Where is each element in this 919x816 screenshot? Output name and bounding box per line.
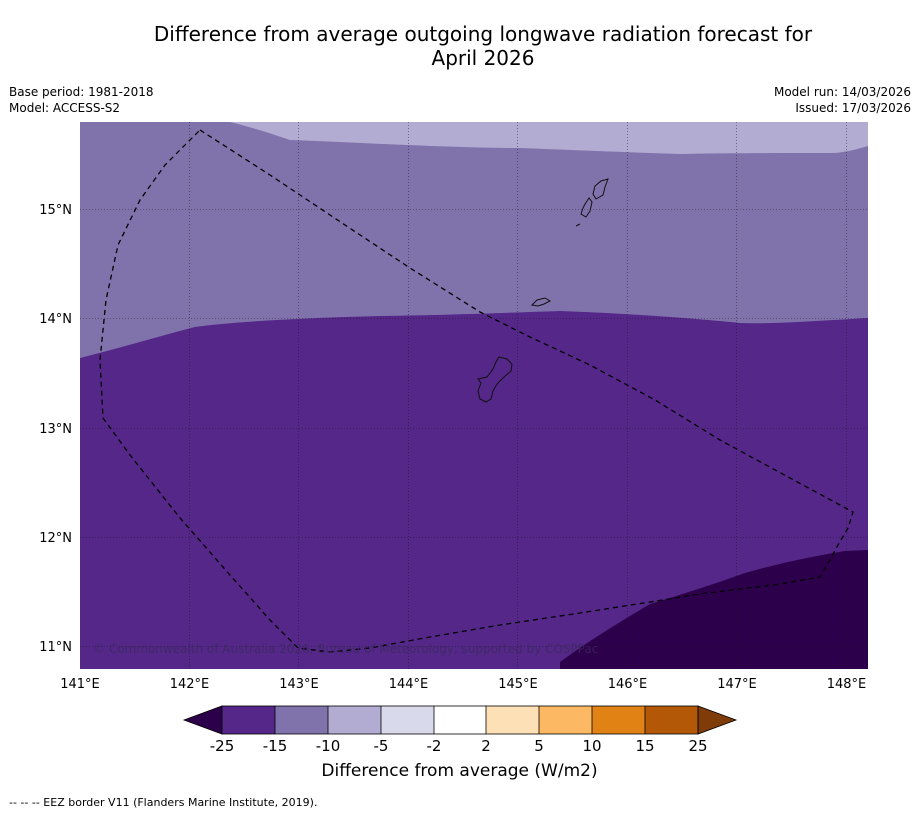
colorbar-bin-9: [645, 706, 698, 734]
colorbar-bin-7: [539, 706, 592, 734]
issued-date: Issued: 17/03/2026: [795, 101, 911, 115]
islands: [477, 178, 609, 403]
map-plot-area: © Commonwealth of Australia 2026, Bureau…: [80, 122, 868, 669]
cbar-tick-3: -5: [374, 737, 389, 755]
island-aguijan: [575, 223, 581, 227]
cbar-tick-9: 25: [688, 737, 707, 755]
cbar-tick-5: 2: [481, 737, 491, 755]
model-name: Model: ACCESS-S2: [9, 101, 121, 115]
colorbar-frame: [221, 705, 699, 735]
colorbar-bin-4: [381, 706, 434, 734]
lat-tick-12: 12°N: [39, 531, 72, 546]
chart-title: Difference from average outgoing longwav…: [0, 22, 919, 70]
colorbar-extend-high: [697, 705, 738, 735]
lon-tick-145: 145°E: [498, 677, 538, 692]
colorbar-extend-low: [182, 705, 223, 735]
meta-left: Base period: 1981-2018 Model: ACCESS-S2: [9, 84, 154, 116]
lat-tick-13: 13°N: [39, 422, 72, 437]
colorbar: -25 -15 -10 -5 -2 2 5 10 15 25: [182, 705, 738, 755]
cbar-tick-2: -10: [316, 737, 341, 755]
island-guam: [477, 356, 513, 403]
lon-tick-141: 141°E: [60, 677, 100, 692]
graticule: [80, 122, 868, 669]
cbar-tick-8: 15: [635, 737, 654, 755]
cbar-tick-6: 5: [534, 737, 544, 755]
cbar-tick-7: 10: [582, 737, 601, 755]
lat-tick-14: 14°N: [39, 312, 72, 327]
model-run: Model run: 14/03/2026: [773, 85, 911, 99]
lon-tick-148: 148°E: [827, 677, 867, 692]
cbar-tick-1: -15: [263, 737, 288, 755]
island-tinian: [580, 197, 593, 218]
lon-tick-144: 144°E: [389, 677, 429, 692]
lon-tick-142: 142°E: [170, 677, 210, 692]
cbar-tick-0: -25: [210, 737, 235, 755]
copyright-notice: © Commonwealth of Australia 2026, Bureau…: [93, 642, 598, 656]
colorbar-bin-6: [486, 706, 539, 734]
lon-tick-143: 143°E: [279, 677, 319, 692]
colorbar-bin-2: [275, 706, 328, 734]
title-line-2: April 2026: [431, 46, 535, 70]
island-saipan: [592, 178, 609, 200]
title-line-1: Difference from average outgoing longwav…: [153, 22, 813, 46]
anomaly-band-weak-negative: [230, 122, 868, 154]
meta-right: Model run: 14/03/2026 Issued: 17/03/2026: [774, 84, 911, 116]
lat-tick-15: 15°N: [39, 203, 72, 218]
anomaly-band-moderate-negative: [80, 122, 868, 358]
colorbar-bin-1: [222, 706, 275, 734]
longitude-labels: 141°E 142°E 143°E 144°E 145°E 146°E 147°…: [60, 677, 866, 692]
colorbar-label: Difference from average (W/m2): [321, 761, 598, 781]
lat-tick-11: 11°N: [39, 640, 72, 655]
colorbar-ticks: -25 -15 -10 -5 -2 2 5 10 15 25: [210, 737, 708, 755]
eez-legend: -- -- -- EEZ border V11 (Flanders Marine…: [9, 796, 318, 809]
anomaly-band-very-strong-negative: [560, 550, 868, 669]
colorbar-bin-8: [592, 706, 645, 734]
cbar-tick-4: -2: [427, 737, 442, 755]
lon-tick-147: 147°E: [717, 677, 757, 692]
base-period: Base period: 1981-2018: [9, 85, 154, 99]
latitude-labels: 15°N 14°N 13°N 12°N 11°N: [39, 203, 72, 655]
colorbar-bin-3: [328, 706, 381, 734]
lon-tick-146: 146°E: [608, 677, 648, 692]
eez-border: [99, 129, 854, 653]
island-rota: [530, 297, 552, 307]
colorbar-bin-5: [434, 706, 486, 734]
